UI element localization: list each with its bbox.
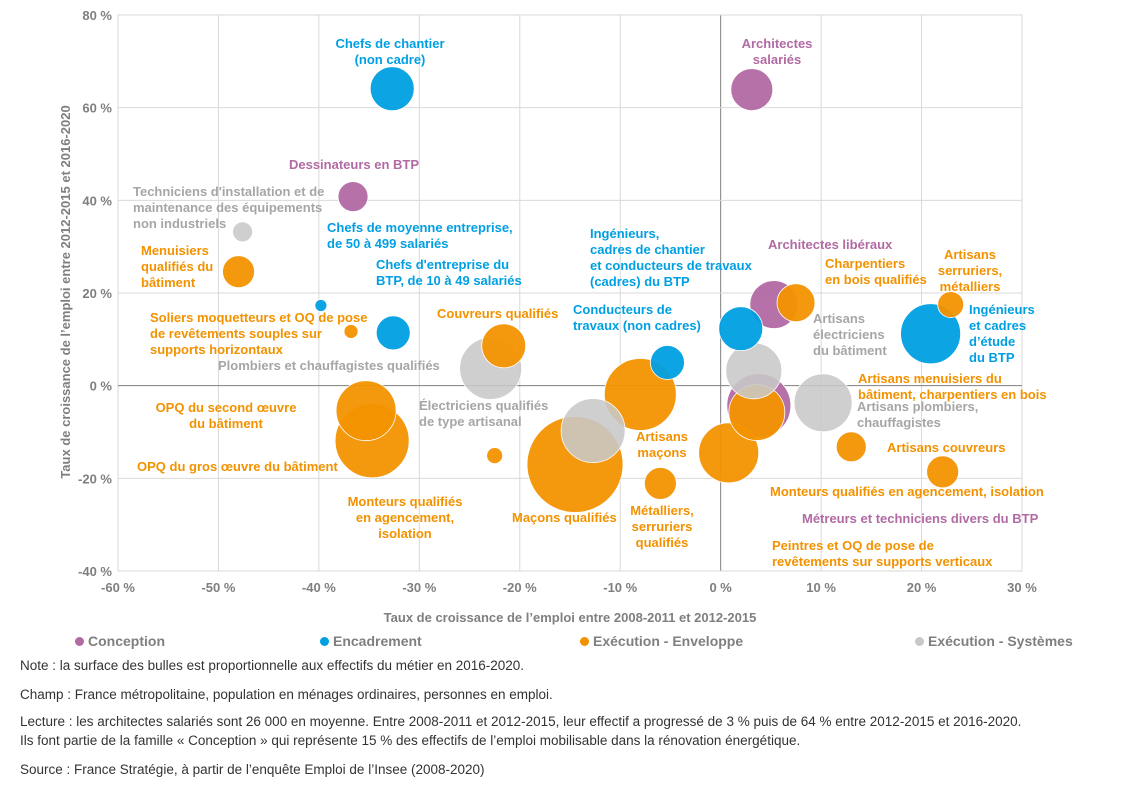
bubble-label: Artisans maçons xyxy=(635,429,689,460)
bubble-encadrement[interactable] xyxy=(718,306,764,352)
lecture-text-2: Ils font partie de la famille « Concepti… xyxy=(20,733,801,748)
bubble-label: Ingénieurs et cadres d’étude du BTP xyxy=(969,302,1035,365)
bubble-encadrement[interactable] xyxy=(900,303,961,365)
bubble-ex-cution-syst-mes[interactable] xyxy=(793,373,853,433)
source-text: Source : France Stratégie, à partir de l… xyxy=(20,762,485,777)
y-tick-label: 0 % xyxy=(90,379,113,394)
bubble-label: OPQ du gros œuvre du bâtiment xyxy=(137,459,338,474)
bubble-label: Techniciens d'installation et de mainten… xyxy=(133,184,325,231)
note-text: Note : la surface des bulles est proport… xyxy=(20,658,525,673)
bubble-encadrement[interactable] xyxy=(369,66,415,112)
bubble-ex-cution-enveloppe[interactable] xyxy=(698,422,760,484)
bubble-ex-cution-enveloppe[interactable] xyxy=(222,255,255,289)
bubble-label: Conducteurs de travaux (non cadres) xyxy=(573,302,701,333)
bubble-label: Artisans électriciens du bâtiment xyxy=(813,311,887,358)
y-axis-label: Taux de croissance de l’emploi entre 201… xyxy=(58,105,73,478)
bubble-label: Soliers moquetteurs et OQ de pose de rev… xyxy=(150,310,368,357)
bubble-label: Peintres et OQ de pose de revêtements su… xyxy=(772,538,993,569)
bubble-label: Métalliers, serruriers qualifiés xyxy=(630,503,694,550)
bubble-ex-cution-enveloppe[interactable] xyxy=(644,467,677,500)
bubble-label: Chefs de chantier (non cadre) xyxy=(335,36,445,67)
legend-encadrement: Encadrement xyxy=(320,633,422,649)
legend-enveloppe: Exécution - Enveloppe xyxy=(580,633,743,649)
y-tick-label: 20 % xyxy=(82,286,112,301)
bubble-ex-cution-enveloppe[interactable] xyxy=(343,324,359,339)
legend-label: Encadrement xyxy=(333,633,422,649)
legend-systemes: Exécution - Systèmes xyxy=(915,633,1073,649)
bubble-label: Chefs d'entreprise du BTP, de 10 à 49 sa… xyxy=(376,257,522,288)
x-tick-label: -50 % xyxy=(201,580,235,595)
x-tick-label: 20 % xyxy=(907,580,937,595)
bubble-label: Artisans menuisiers du bâtiment, charpen… xyxy=(858,371,1047,402)
bubble-label: Artisans plombiers, chauffagistes xyxy=(857,399,979,430)
bubble-label: Architectes salariés xyxy=(741,36,813,67)
bubble-label: Électriciens qualifiés de type artisanal xyxy=(419,398,549,429)
bubble-ex-cution-enveloppe[interactable] xyxy=(835,431,867,463)
x-tick-label: 0 % xyxy=(709,580,732,595)
bubble-ex-cution-syst-mes[interactable] xyxy=(560,398,626,464)
x-axis-label: Taux de croissance de l’emploi entre 200… xyxy=(384,610,757,625)
x-tick-label: -60 % xyxy=(101,580,135,595)
bubble-ex-cution-syst-mes[interactable] xyxy=(725,342,783,400)
x-tick-label: -30 % xyxy=(402,580,436,595)
bubble-ex-cution-enveloppe[interactable] xyxy=(486,447,504,465)
legend-conception: Conception xyxy=(75,633,165,649)
legend-label: Exécution - Systèmes xyxy=(928,633,1073,649)
bubble-ex-cution-enveloppe[interactable] xyxy=(335,380,397,442)
bubble-ex-cution-syst-mes[interactable] xyxy=(232,221,253,243)
bubble-conception[interactable] xyxy=(730,68,774,111)
legend-marker xyxy=(75,637,84,646)
bubble-label: Métreurs et techniciens divers du BTP xyxy=(802,511,1039,526)
bubble-conception[interactable] xyxy=(337,181,369,213)
x-tick-label: 10 % xyxy=(806,580,836,595)
y-tick-label: 60 % xyxy=(82,101,112,116)
bubble-ex-cution-enveloppe[interactable] xyxy=(937,291,965,318)
legend-label: Conception xyxy=(88,633,165,649)
x-tick-label: 30 % xyxy=(1007,580,1037,595)
bubble-label: Couvreurs qualifiés xyxy=(437,306,559,321)
bubble-label: Artisans serruriers, métalliers xyxy=(937,247,1003,294)
bubble-label: Plombiers et chauffagistes qualifiés xyxy=(218,358,440,373)
x-tick-label: -10 % xyxy=(603,580,637,595)
bubble-encadrement[interactable] xyxy=(314,299,328,312)
x-tick-label: -20 % xyxy=(503,580,537,595)
legend-marker xyxy=(320,637,329,646)
lecture-text-1: Lecture : les architectes salariés sont … xyxy=(20,714,1022,729)
bubble-label: Chefs de moyenne entreprise, de 50 à 499… xyxy=(327,220,513,251)
bubble-ex-cution-enveloppe[interactable] xyxy=(776,283,816,323)
x-tick-label: -40 % xyxy=(302,580,336,595)
legend-marker xyxy=(915,637,924,646)
bubble-label: Artisans couvreurs xyxy=(887,440,1006,455)
legend-marker xyxy=(580,637,589,646)
bubble-label: Architectes libéraux xyxy=(768,237,893,252)
bubble-label: Charpentiers en bois qualifiés xyxy=(825,256,927,287)
bubble-ex-cution-enveloppe[interactable] xyxy=(481,323,527,369)
legend-label: Exécution - Enveloppe xyxy=(593,633,744,649)
bubble-label: Monteurs qualifiés en agencement, isolat… xyxy=(347,494,463,541)
bubble-label: Maçons qualifiés xyxy=(512,510,617,525)
bubble-encadrement[interactable] xyxy=(650,345,685,380)
y-tick-label: 80 % xyxy=(82,8,112,23)
bubble-label: Ingénieurs, cadres de chantier et conduc… xyxy=(590,226,752,289)
champ-text: Champ : France métropolitaine, populatio… xyxy=(20,687,553,702)
bubble-label: Dessinateurs en BTP xyxy=(288,157,420,172)
bubble-encadrement[interactable] xyxy=(375,315,411,351)
bubble-label: Monteurs qualifiés en agencement, isolat… xyxy=(770,484,1044,499)
y-tick-label: 40 % xyxy=(82,193,112,208)
bubble-label: Menuisiers qualifiés du bâtiment xyxy=(141,243,214,290)
bubble-label: OPQ du second œuvre du bâtiment xyxy=(155,400,297,431)
y-tick-label: -40 % xyxy=(78,564,112,579)
y-tick-label: -20 % xyxy=(78,471,112,486)
bubble-ex-cution-enveloppe[interactable] xyxy=(926,455,960,489)
